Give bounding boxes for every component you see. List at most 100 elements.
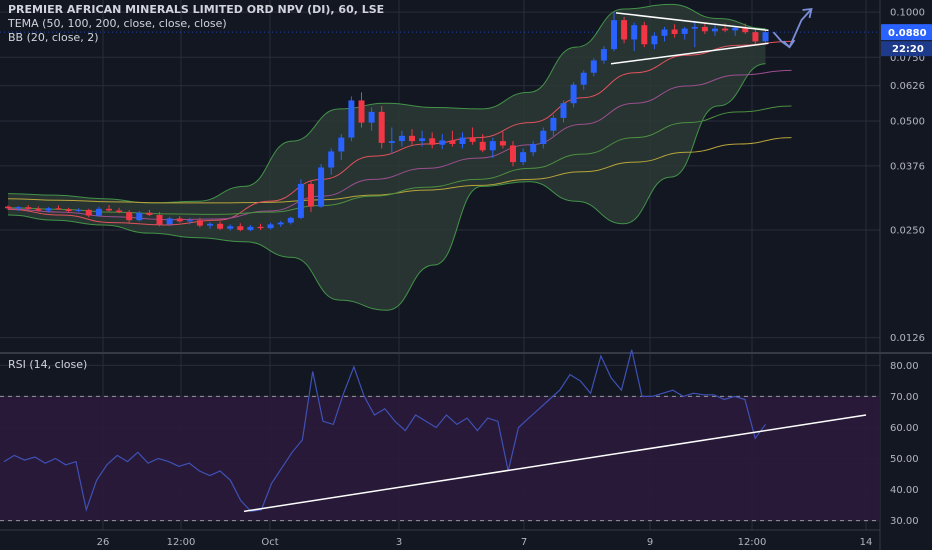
candle (691, 20, 698, 48)
axes[interactable]: 0.1000 0.0750 0.0626 0.0500 0.0376 0.0250 0.01… (97, 8, 932, 548)
price-tick-label: 0.0500 (890, 117, 925, 128)
rsi-tick-label: 80.00 (890, 361, 919, 372)
candle-body (570, 84, 577, 104)
last-price-label: 0.0880 (888, 28, 927, 39)
chart-title: PREMIER AFRICAN MINERALS LIMITED ORD NPV… (8, 3, 385, 16)
time-tick-label: 7 (521, 537, 527, 548)
candle-body (186, 220, 193, 222)
candle (166, 216, 173, 227)
candle (701, 22, 708, 34)
candle (671, 24, 678, 38)
candle (65, 207, 72, 213)
candle (146, 209, 153, 217)
candle-body (126, 212, 133, 221)
candle (469, 127, 476, 145)
price-tick-label: 0.0376 (890, 161, 925, 172)
candle (25, 205, 32, 210)
candle-body (419, 138, 426, 142)
candle-body (95, 208, 102, 216)
candle-body (35, 208, 42, 211)
rsi-tick-label: 60.00 (890, 423, 919, 434)
candle-body (247, 226, 254, 230)
candle-body (65, 209, 72, 212)
time-tick-label: Oct (261, 537, 278, 548)
candle-body (651, 35, 658, 45)
candle-body (196, 220, 203, 226)
triangle-upper-line (615, 12, 769, 32)
candle-body (156, 214, 163, 225)
candle-body (449, 140, 456, 145)
candle-body (479, 141, 486, 151)
candle-body (5, 206, 11, 209)
candle (439, 134, 446, 150)
candlesticks[interactable] (5, 12, 769, 232)
candle (308, 180, 314, 213)
tema-legend: TEMA (50, 100, 200, close, close, close) (8, 17, 227, 30)
candle (641, 21, 648, 48)
candle (358, 92, 365, 128)
candle (712, 25, 718, 36)
candle-body (530, 144, 537, 153)
candle (479, 134, 486, 153)
candle (540, 127, 547, 149)
price-tick-label: 0.0626 (890, 81, 925, 92)
candle-body (136, 212, 143, 221)
candle (106, 205, 112, 212)
candle (732, 26, 739, 36)
candle (530, 141, 537, 157)
candle-body (227, 226, 234, 229)
projection-arrowhead (802, 7, 813, 19)
candle (217, 221, 224, 230)
candle-body (328, 151, 335, 168)
candle (257, 223, 264, 230)
candle-body (267, 224, 274, 229)
price-tick-label: 0.0750 (890, 53, 925, 64)
candle-body (641, 25, 648, 45)
candle-body (732, 27, 739, 31)
candle (520, 148, 527, 165)
candle-body (257, 226, 264, 229)
candle (348, 96, 355, 142)
candle (580, 70, 587, 90)
candle-body (611, 20, 617, 50)
price-tick-label: 0.1000 (890, 8, 925, 19)
candle (85, 208, 92, 218)
rsi-tick-label: 30.00 (890, 516, 919, 527)
candle-body (510, 145, 516, 163)
candle (368, 107, 375, 131)
candle-body (308, 183, 314, 207)
candle (247, 225, 254, 232)
candle-body (116, 210, 123, 213)
candle-body (348, 100, 355, 138)
price-tick-label: 0.0126 (890, 333, 925, 344)
candle (297, 179, 304, 220)
rsi-tick-label: 50.00 (890, 454, 919, 465)
candle-body (560, 103, 567, 118)
candle-body (671, 29, 678, 34)
candle (560, 100, 567, 123)
candle (267, 222, 274, 230)
bb-fill (8, 4, 766, 311)
candle (681, 26, 688, 40)
candle (75, 208, 82, 213)
candle-body (499, 141, 506, 146)
candle (126, 209, 133, 223)
tema-100-line (7, 69, 792, 221)
rsi-pane[interactable] (0, 349, 880, 522)
ma-yellow-line (7, 137, 792, 204)
candle-body (338, 137, 345, 152)
candle (116, 207, 123, 214)
candle-body (681, 28, 688, 34)
candle-body (358, 100, 365, 123)
drawings[interactable] (610, 7, 813, 65)
bb-legend: BB (20, close, 2) (8, 31, 99, 44)
candle (661, 26, 668, 42)
candle (207, 221, 213, 229)
candle (600, 46, 607, 64)
candle (237, 223, 244, 232)
candle-body (459, 137, 466, 145)
rsi-trendline (243, 414, 867, 513)
rsi-tick-label: 70.00 (890, 392, 919, 403)
candle-body (166, 218, 173, 225)
